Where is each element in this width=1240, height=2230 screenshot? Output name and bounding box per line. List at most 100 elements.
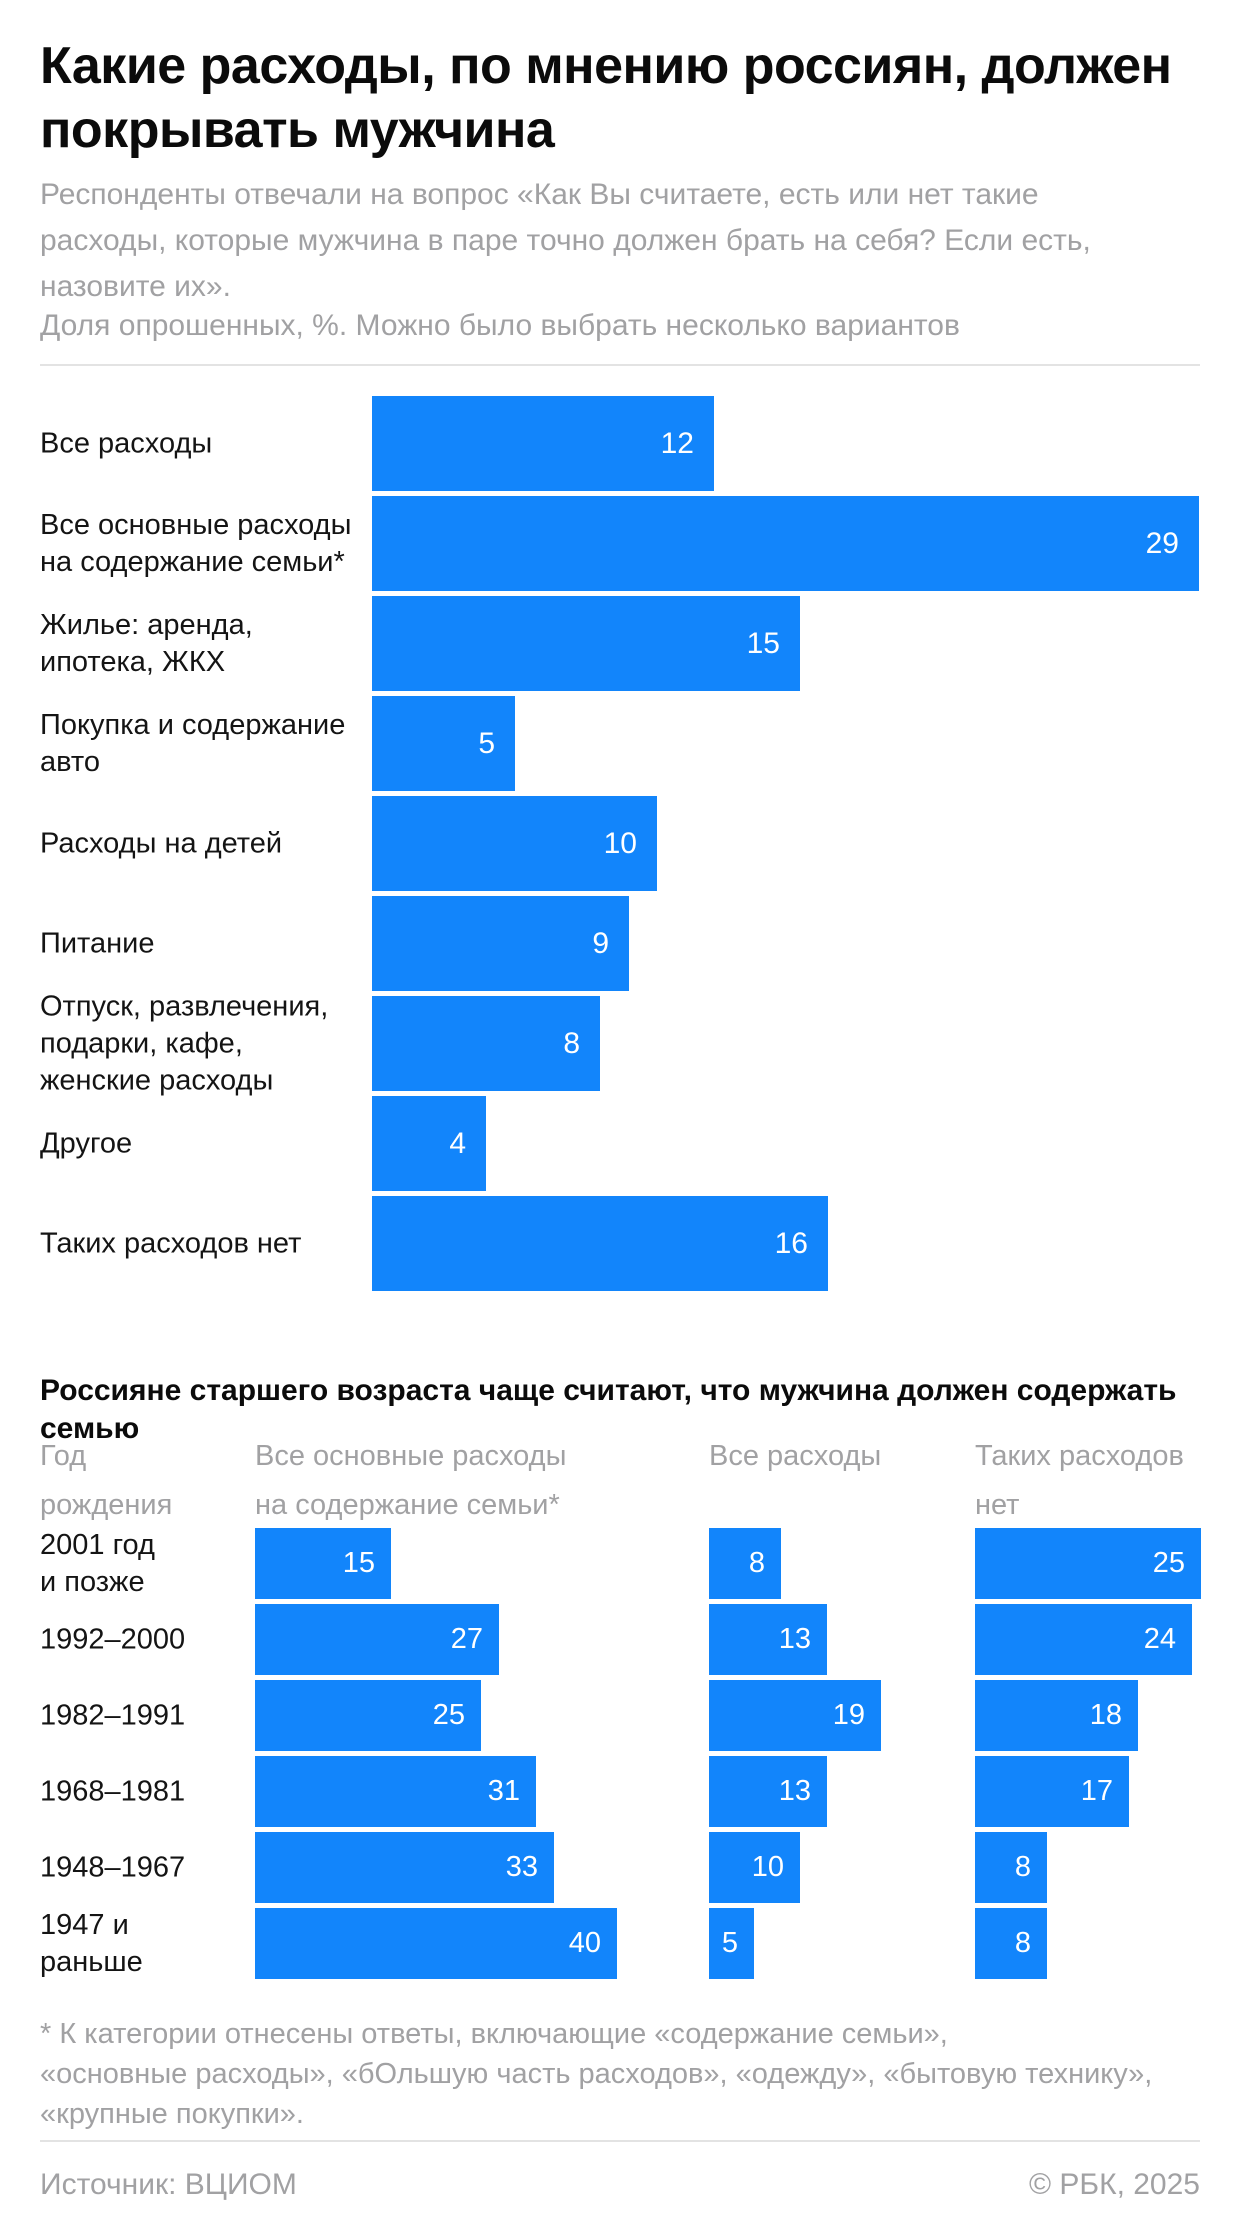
bar-value-label: 16 (774, 1226, 808, 1260)
bar-value-label: 17 (1080, 1775, 1113, 1807)
page-title: Какие расходы, по мнению россиян, должен… (40, 37, 1172, 159)
bar-row: Покупка и содержание авто 5 (40, 696, 1200, 791)
bar-row: Другое 4 (40, 1096, 1200, 1191)
bar-value-label: 5 (478, 726, 495, 760)
source-label: Источник: ВЦИОМ (40, 2168, 297, 2201)
column-header-birth-year: Год рождения (40, 1440, 173, 1521)
age-group-row: 2001 год и позже 15 8 25 (40, 1528, 1201, 1599)
footnote: * К категории отнесены ответы, включающи… (40, 2018, 1153, 2130)
bar-value-label: 8 (563, 1026, 580, 1060)
age-group-row: 1982–1991 25 19 18 (40, 1680, 1200, 1751)
bar: 5 (709, 1908, 754, 1979)
category-label: Покупка и содержание авто (40, 708, 346, 778)
bar-value-label: 29 (1145, 526, 1179, 560)
age-chart-heading: Россияне старшего возраста чаще считают,… (40, 1374, 1177, 1445)
bar-value-label: 25 (432, 1699, 465, 1731)
bar-value-label: 40 (568, 1927, 601, 1959)
category-label: Жилье: аренда, ипотека, ЖКХ (40, 608, 253, 678)
copyright-label: © РБК, 2025 (1028, 2168, 1200, 2201)
bar: 31 (255, 1756, 536, 1827)
bar: 8 (709, 1528, 781, 1599)
bar: 8 (975, 1832, 1047, 1903)
bar-value-label: 4 (449, 1126, 466, 1160)
bar: 10 (372, 796, 657, 891)
bar: 25 (255, 1680, 481, 1751)
column-header-no-expenses: Таких расходов нет (975, 1440, 1184, 1521)
bar: 33 (255, 1832, 554, 1903)
bar: 27 (255, 1604, 499, 1675)
bar: 8 (975, 1908, 1047, 1979)
bar-row: Жилье: аренда, ипотека, ЖКХ 15 (40, 596, 1200, 691)
bar-value-label: 8 (1014, 1851, 1031, 1883)
bar: 17 (975, 1756, 1129, 1827)
age-chart-column-headers: Год рождения Все основные расходы на сод… (40, 1432, 1200, 1528)
expenses-bar-chart: Все расходы 12 Все основные расходы на сод… (40, 396, 1200, 1296)
category-label: Отпуск, развлечения, подарки, кафе, женс… (40, 990, 329, 1096)
age-group-row: 1947 и раньше 40 5 8 (40, 1908, 1200, 1979)
bar-value-label: 15 (342, 1547, 375, 1579)
age-group-label: 1947 и раньше (40, 1908, 143, 1978)
bar-value-label: 8 (748, 1547, 765, 1579)
category-label: Все основные расходы на содержание семьи… (40, 508, 352, 578)
bar: 19 (709, 1680, 881, 1751)
bar: 40 (255, 1908, 617, 1979)
bar-value-label: 19 (832, 1699, 865, 1731)
age-group-label: 1948–1967 (40, 1851, 186, 1883)
bar: 13 (709, 1604, 827, 1675)
bar: 16 (372, 1196, 828, 1291)
units-note: Доля опрошенных, %. Можно было выбрать н… (40, 309, 960, 342)
age-group-label: 1992–2000 (40, 1623, 186, 1655)
bar-value-label: 12 (660, 426, 694, 460)
bar: 4 (372, 1096, 486, 1191)
column-header-main-expenses: Все основные расходы на содержание семьи… (255, 1440, 567, 1521)
bar-value-label: 10 (751, 1851, 784, 1883)
bar-row: Все основные расходы на содержание семьи… (40, 496, 1200, 591)
bar: 18 (975, 1680, 1138, 1751)
bottom-divider (40, 2140, 1200, 2142)
bar-value-label: 5 (721, 1927, 738, 1959)
bar: 10 (709, 1832, 800, 1903)
category-label: Все расходы (40, 427, 213, 459)
bar-value-label: 13 (778, 1623, 811, 1655)
bar-value-label: 10 (603, 826, 637, 860)
top-divider (40, 364, 1200, 366)
bar-value-label: 24 (1143, 1623, 1176, 1655)
bar-value-label: 27 (450, 1623, 483, 1655)
age-groups-bar-chart: 2001 год и позже 15 8 25 1992–2000 27 13 24 1982… (40, 1528, 1201, 1984)
bar-value-label: 31 (487, 1775, 520, 1807)
age-group-row: 1968–1981 31 13 17 (40, 1756, 1200, 1827)
bar: 29 (372, 496, 1199, 591)
bar-row: Все расходы 12 (40, 396, 1200, 491)
age-group-row: 1948–1967 33 10 8 (40, 1832, 1200, 1903)
age-group-label: 1982–1991 (40, 1699, 186, 1731)
bar: 24 (975, 1604, 1192, 1675)
bar-value-label: 9 (592, 926, 609, 960)
bar: 8 (372, 996, 600, 1091)
bar: 15 (372, 596, 800, 691)
bar: 12 (372, 396, 714, 491)
bar: 5 (372, 696, 515, 791)
bar-value-label: 18 (1089, 1699, 1122, 1731)
age-group-label: 1968–1981 (40, 1775, 186, 1807)
bar-row: Расходы на детей 10 (40, 796, 1200, 891)
bar-row: Отпуск, развлечения, подарки, кафе, женс… (40, 990, 1200, 1096)
bar: 9 (372, 896, 629, 991)
bar-value-label: 8 (1014, 1927, 1031, 1959)
category-label: Таких расходов нет (40, 1227, 302, 1259)
bar-value-label: 25 (1152, 1547, 1185, 1579)
survey-question-subtitle: Респонденты отвечали на вопрос «Как Вы с… (40, 178, 1091, 303)
bar-value-label: 15 (746, 626, 780, 660)
bar: 15 (255, 1528, 391, 1599)
bar: 13 (709, 1756, 827, 1827)
column-header-all-expenses: Все расходы (709, 1440, 882, 1472)
bar-value-label: 13 (778, 1775, 811, 1807)
bar-row: Питание 9 (40, 896, 1200, 991)
bar-row: Таких расходов нет 16 (40, 1196, 1200, 1291)
category-label: Расходы на детей (40, 827, 283, 859)
age-group-label: 2001 год и позже (40, 1528, 155, 1598)
age-group-row: 1992–2000 27 13 24 (40, 1604, 1200, 1675)
category-label: Питание (40, 927, 155, 959)
bar-value-label: 33 (505, 1851, 538, 1883)
bar: 25 (975, 1528, 1201, 1599)
